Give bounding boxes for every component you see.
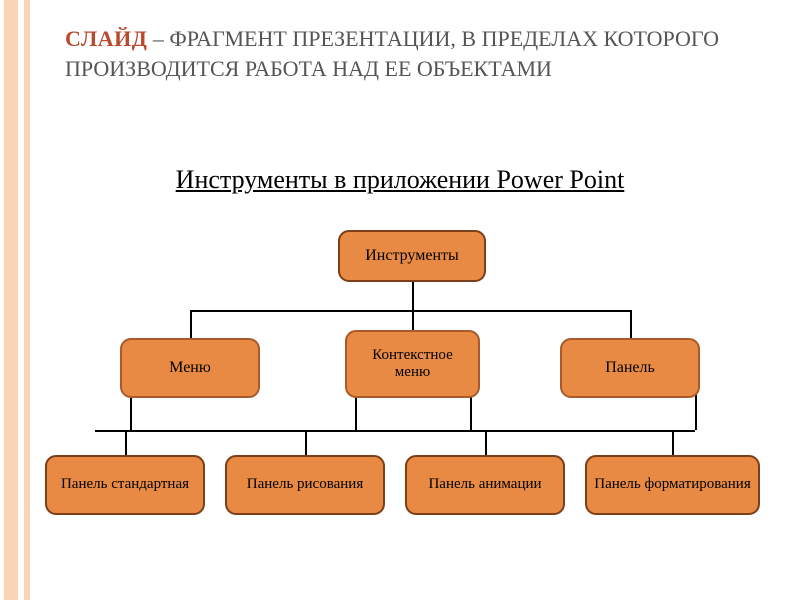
slide: СЛАЙД – ФРАГМЕНТ ПРЕЗЕНТАЦИИ, В ПРЕДЕЛАХ… — [0, 0, 800, 600]
conn-to-std — [125, 430, 127, 455]
node-panel-drawing: Панель рисования — [225, 455, 385, 515]
node-menu: Меню — [120, 338, 260, 398]
title-emphasis: СЛАЙД — [65, 26, 147, 51]
node-root: Инструменты — [338, 230, 486, 282]
conn-to-draw — [305, 430, 307, 455]
slide-title: СЛАЙД – ФРАГМЕНТ ПРЕЗЕНТАЦИИ, В ПРЕДЕЛАХ… — [65, 24, 770, 83]
diagram-title: Инструменты в приложении Power Point — [0, 165, 800, 195]
conn-to-anim — [485, 430, 487, 455]
hierarchy-diagram: Инструменты Меню Контекстное меню Панель… — [0, 210, 800, 590]
conn-lvl1-bus — [190, 310, 630, 312]
node-panel: Панель — [560, 338, 700, 398]
node-panel-animation: Панель анимации — [405, 455, 565, 515]
conn-to-fmt — [672, 430, 674, 455]
conn-to-ctx — [412, 310, 414, 330]
node-context-menu: Контекстное меню — [345, 330, 480, 398]
conn-lvl2-bus — [95, 430, 695, 432]
conn-root-down — [412, 282, 414, 310]
node-panel-formatting: Панель форматирования — [585, 455, 760, 515]
node-panel-standard: Панель стандартная — [45, 455, 205, 515]
title-rest: – ФРАГМЕНТ ПРЕЗЕНТАЦИИ, В ПРЕДЕЛАХ КОТОР… — [65, 26, 719, 81]
